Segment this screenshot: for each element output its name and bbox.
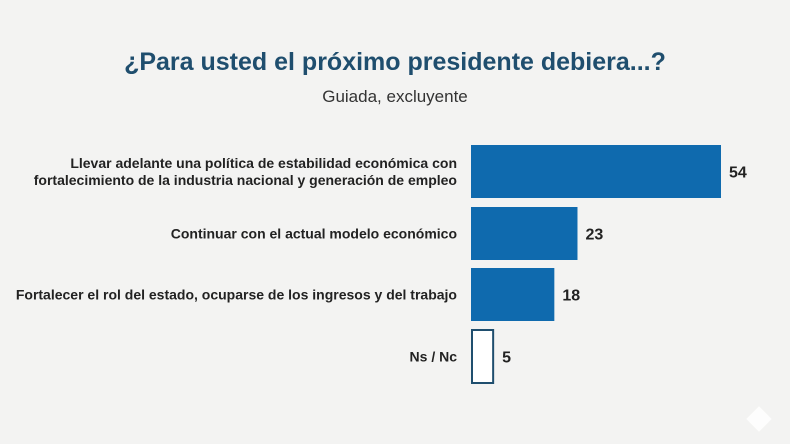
bar-1 (471, 145, 721, 198)
value-label-4: 5 (502, 350, 511, 367)
chart-title: ¿Para usted el próximo presidente debier… (124, 48, 666, 76)
category-label-1-line-1: Llevar adelante una política de estabili… (70, 155, 457, 171)
category-label-2-line-1: Continuar con el actual modelo económico (171, 226, 457, 242)
bar-4 (471, 329, 495, 384)
value-label-1: 54 (729, 165, 747, 182)
category-label-1-line-2: fortalecimiento de la industria nacional… (34, 172, 457, 188)
bar-3 (471, 268, 555, 321)
value-label-2: 23 (585, 227, 603, 244)
bar-2 (471, 207, 578, 260)
chart-subtitle: Guiada, excluyente (322, 87, 468, 106)
category-label-4-line-1: Ns / Nc (410, 349, 458, 365)
category-label-3-line-1: Fortalecer el rol del estado, ocuparse d… (16, 287, 457, 303)
value-label-3: 18 (562, 288, 580, 305)
